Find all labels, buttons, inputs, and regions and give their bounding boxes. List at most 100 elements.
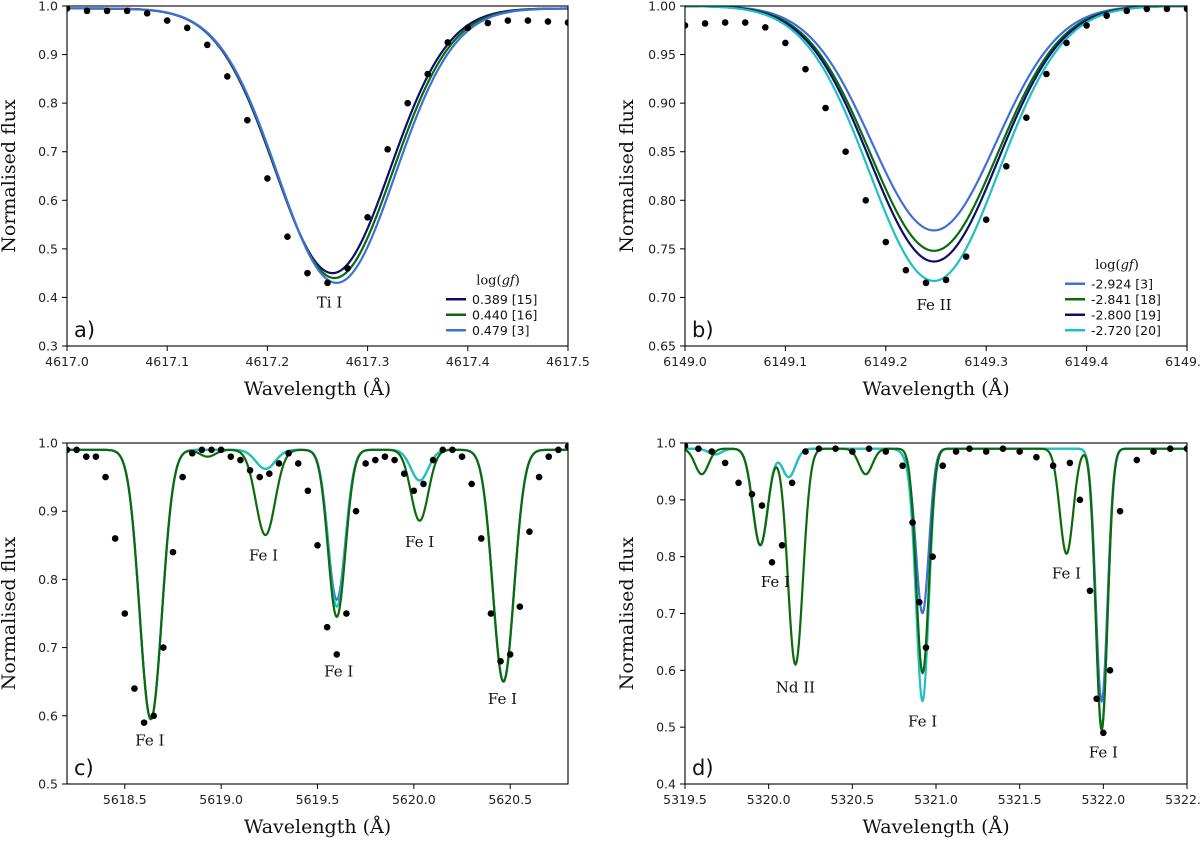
observed-point bbox=[458, 453, 466, 460]
observed-point bbox=[410, 487, 418, 495]
x-tick-label: 4617.4 bbox=[446, 354, 490, 369]
observed-point bbox=[982, 448, 990, 455]
y-tick-label: 0.85 bbox=[648, 144, 676, 159]
plot-area bbox=[67, 443, 568, 726]
observed-point bbox=[545, 453, 553, 460]
legend-entry: -2.720 [20] bbox=[1091, 323, 1161, 338]
x-tick-label: 4617.0 bbox=[45, 354, 89, 369]
line-annotation: Fe II bbox=[916, 296, 951, 314]
y-tick-label: 0.3 bbox=[38, 339, 58, 354]
x-axis-label: Wavelength (Å) bbox=[862, 816, 1009, 838]
y-tick-label: 0.95 bbox=[648, 47, 676, 62]
series-line-blue bbox=[67, 7, 568, 284]
observed-point bbox=[721, 459, 729, 467]
y-tick-label: 1.00 bbox=[648, 0, 676, 14]
legend-entry: 0.440 [16] bbox=[472, 307, 537, 322]
series-line-green bbox=[685, 6, 1187, 252]
y-tick-label: 0.6 bbox=[38, 708, 58, 723]
observed-point bbox=[1116, 507, 1124, 515]
y-tick-label: 0.70 bbox=[648, 290, 676, 305]
panel-label: b) bbox=[692, 318, 714, 342]
observed-point bbox=[497, 657, 504, 665]
line-annotation: Fe I bbox=[908, 712, 937, 730]
legend-title: log(gf) bbox=[1095, 258, 1139, 273]
series-line-navy bbox=[685, 6, 1187, 263]
observed-point bbox=[695, 445, 702, 452]
observed-point bbox=[1133, 456, 1141, 464]
observed-point bbox=[1076, 496, 1084, 504]
observed-point bbox=[121, 610, 129, 617]
observed-point bbox=[535, 473, 543, 481]
observed-point bbox=[1183, 6, 1187, 13]
observed-point bbox=[882, 448, 890, 455]
y-axis-label: Normalised flux bbox=[616, 99, 638, 253]
observed-point bbox=[227, 453, 235, 460]
series-line-blue bbox=[685, 6, 1187, 232]
observed-point bbox=[314, 542, 321, 549]
observed-point bbox=[802, 65, 809, 73]
observed-point bbox=[188, 449, 196, 457]
x-tick-label: 5620.5 bbox=[488, 792, 532, 807]
observed-point bbox=[285, 449, 292, 457]
observed-point bbox=[424, 70, 432, 78]
y-tick-label: 1.0 bbox=[38, 0, 58, 14]
observed-point bbox=[942, 276, 950, 284]
observed-point bbox=[815, 445, 823, 452]
observed-point bbox=[103, 7, 111, 15]
line-annotation: Fe I bbox=[405, 533, 434, 551]
series-line-green bbox=[67, 7, 568, 280]
observed-point bbox=[143, 9, 151, 17]
panel-label: d) bbox=[692, 756, 714, 780]
observed-point bbox=[849, 448, 856, 455]
observed-point bbox=[429, 456, 437, 464]
y-tick-label: 0.9 bbox=[38, 47, 58, 62]
legend-entry: -2.800 [19] bbox=[1091, 307, 1161, 322]
legend-entry: 0.479 [3] bbox=[472, 323, 529, 338]
y-tick-label: 0.8 bbox=[656, 549, 676, 564]
observed-point bbox=[102, 473, 109, 481]
legend-entry: -2.841 [18] bbox=[1091, 292, 1161, 307]
observed-point bbox=[468, 480, 475, 488]
y-tick-label: 1.0 bbox=[656, 436, 676, 451]
line-annotation: Fe I bbox=[1052, 565, 1081, 583]
observed-point bbox=[1103, 12, 1110, 20]
observed-point bbox=[67, 6, 71, 12]
observed-point bbox=[902, 266, 910, 274]
observed-point bbox=[685, 443, 689, 450]
observed-point bbox=[150, 712, 158, 720]
observed-point bbox=[264, 175, 271, 182]
observed-point bbox=[203, 41, 211, 49]
y-tick-label: 1.0 bbox=[38, 436, 58, 451]
observed-point bbox=[284, 233, 291, 241]
observed-point bbox=[516, 603, 524, 610]
observed-point bbox=[183, 24, 191, 32]
observed-point bbox=[865, 445, 873, 452]
observed-point bbox=[1100, 729, 1107, 737]
observed-point bbox=[1166, 445, 1174, 452]
observed-point bbox=[487, 610, 495, 617]
observed-point bbox=[420, 480, 427, 488]
x-tick-label: 5618.5 bbox=[103, 792, 147, 807]
y-tick-label: 0.5 bbox=[38, 777, 58, 792]
y-tick-label: 0.4 bbox=[38, 290, 58, 305]
series-line-green bbox=[685, 447, 1187, 732]
y-tick-label: 0.5 bbox=[38, 241, 58, 256]
panel-a: 4617.0 4617.1 4617.2 4617.3 4617.4 4617.5 0.3 0… bbox=[0, 0, 590, 400]
observed-point bbox=[333, 651, 341, 658]
x-tick-label: 6149.0 bbox=[663, 354, 707, 369]
observed-point bbox=[140, 719, 148, 726]
legend: log(gf) -2.924 [3]-2.841 [18]-2.800 [19]-… bbox=[1065, 258, 1161, 338]
observed-point bbox=[362, 460, 369, 467]
observed-point bbox=[111, 535, 119, 542]
panel-label: a) bbox=[74, 318, 95, 342]
observed-point bbox=[1123, 7, 1131, 15]
y-tick-label: 0.4 bbox=[656, 777, 676, 792]
y-tick-label: 0.7 bbox=[38, 144, 58, 159]
observed-point bbox=[564, 19, 568, 26]
observed-point bbox=[701, 20, 709, 27]
observed-point bbox=[343, 610, 350, 617]
x-tick-label: 5322.0 bbox=[1081, 792, 1125, 807]
y-tick-label: 0.80 bbox=[648, 193, 676, 208]
observed-point bbox=[294, 460, 302, 467]
